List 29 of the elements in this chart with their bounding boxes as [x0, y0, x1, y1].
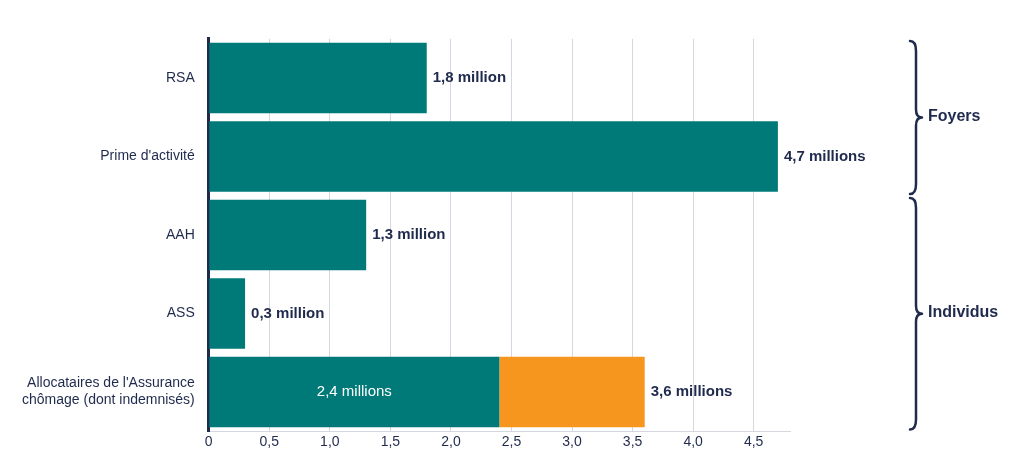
total-label: 3,6 millions	[650, 382, 733, 400]
x-tick-label: 1,5	[380, 433, 401, 450]
x-tick-label: 3,0	[562, 433, 582, 450]
data-label: 1,3 million	[372, 225, 446, 243]
bar	[209, 356, 500, 428]
x-tick-label: 3,5	[622, 433, 643, 450]
data-label: 2,4 millions	[316, 382, 392, 400]
data-label: 4,7 millions	[783, 146, 866, 164]
data-label: 0,3 million	[251, 303, 325, 321]
y-tick-label: Allocataires de l'Assurance chômage (dont indemnisés)	[21, 374, 195, 408]
data-label: 1,8 million	[432, 68, 507, 86]
x-tick-label: 4,5	[743, 433, 764, 450]
bar	[209, 278, 246, 349]
y-tick-label: RSA	[165, 68, 196, 85]
text: Individus	[928, 303, 999, 322]
y-tick-label: AAH	[165, 225, 195, 242]
bar	[209, 42, 427, 114]
x-tick-label: 2,0	[441, 433, 461, 450]
bar	[499, 356, 645, 428]
x-tick-label: 0	[204, 433, 213, 450]
text: Foyers	[928, 107, 981, 126]
x-tick-label: 1,0	[320, 433, 340, 450]
x-tick-label: 4,0	[683, 433, 704, 450]
bar	[209, 199, 367, 271]
y-tick-label: Prime d'activité	[100, 147, 195, 164]
bar	[209, 121, 778, 192]
x-tick-label: 2,5	[501, 433, 522, 450]
x-tick-label: 0,5	[259, 433, 280, 450]
y-tick-label: ASS	[166, 304, 195, 321]
